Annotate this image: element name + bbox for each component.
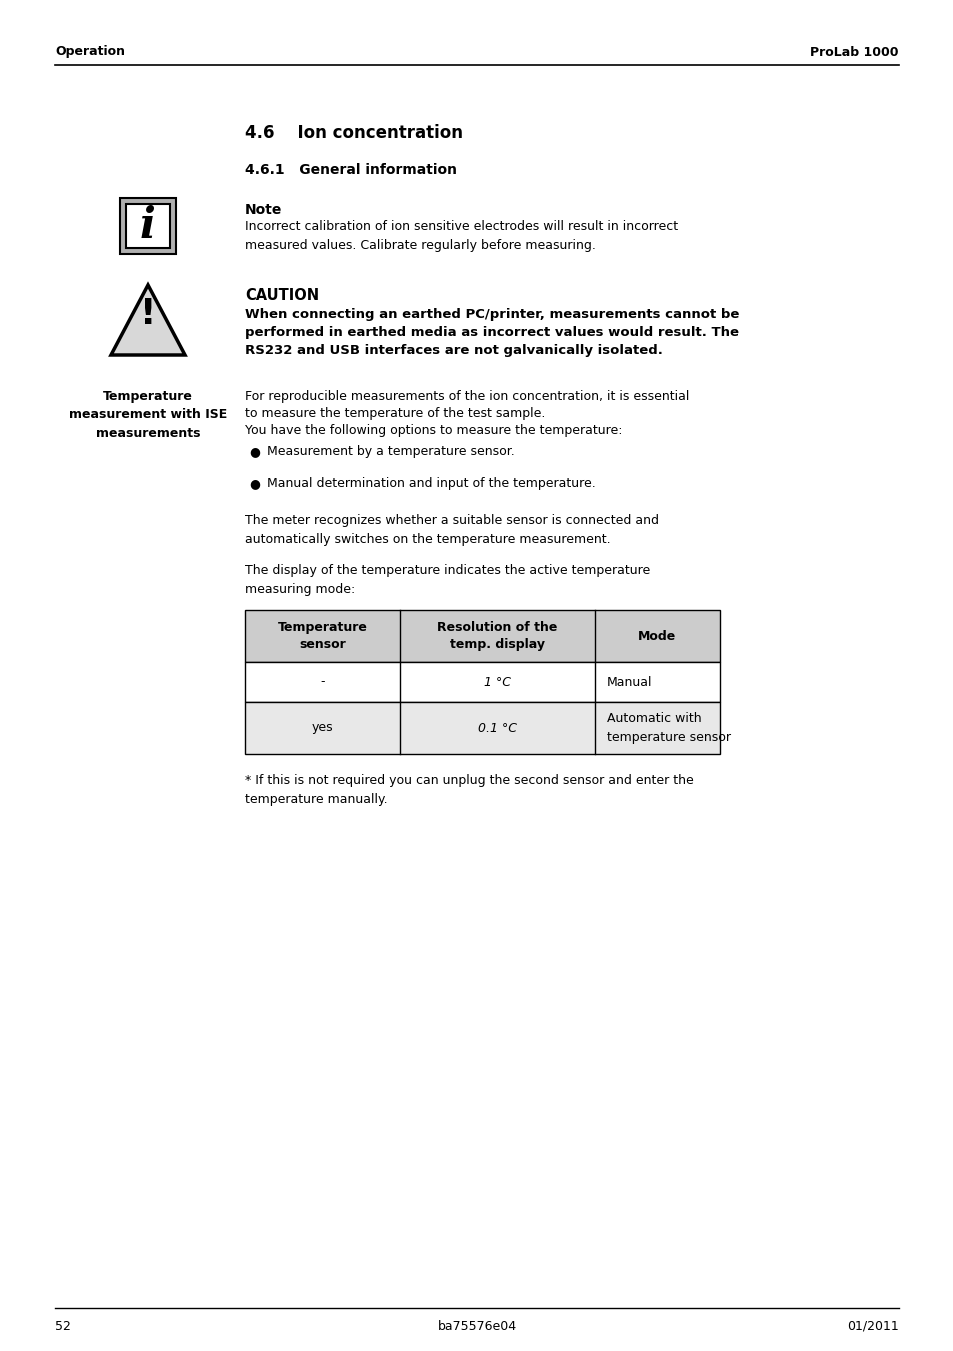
Text: ●: ● xyxy=(250,446,260,458)
Text: Operation: Operation xyxy=(55,46,125,58)
Text: ba75576e04: ba75576e04 xyxy=(437,1320,516,1332)
Text: 1 °C: 1 °C xyxy=(483,676,511,689)
Text: 4.6.1   General information: 4.6.1 General information xyxy=(245,163,456,177)
Text: i: i xyxy=(140,205,155,247)
Text: The display of the temperature indicates the active temperature
measuring mode:: The display of the temperature indicates… xyxy=(245,563,650,596)
Polygon shape xyxy=(111,285,185,355)
Text: Manual determination and input of the temperature.: Manual determination and input of the te… xyxy=(267,477,595,490)
Text: Automatic with
temperature sensor: Automatic with temperature sensor xyxy=(606,712,730,743)
Text: For reproducible measurements of the ion concentration, it is essential: For reproducible measurements of the ion… xyxy=(245,390,689,403)
Bar xyxy=(120,199,175,254)
Text: to measure the temperature of the test sample.: to measure the temperature of the test s… xyxy=(245,407,545,420)
Text: Manual: Manual xyxy=(606,676,652,689)
Text: Temperature
sensor: Temperature sensor xyxy=(277,621,367,651)
Text: yes: yes xyxy=(312,721,333,735)
Text: Resolution of the
temp. display: Resolution of the temp. display xyxy=(436,621,558,651)
Text: Mode: Mode xyxy=(638,630,676,643)
Text: 4.6    Ion concentration: 4.6 Ion concentration xyxy=(245,124,462,142)
Text: !: ! xyxy=(139,297,156,331)
Text: You have the following options to measure the temperature:: You have the following options to measur… xyxy=(245,424,622,436)
Text: Temperature
measurement with ISE
measurements: Temperature measurement with ISE measure… xyxy=(69,390,227,440)
Bar xyxy=(245,703,720,754)
Text: 01/2011: 01/2011 xyxy=(846,1320,898,1332)
Text: CAUTION: CAUTION xyxy=(245,288,319,303)
Bar xyxy=(245,611,720,662)
Text: Measurement by a temperature sensor.: Measurement by a temperature sensor. xyxy=(267,446,515,458)
Text: ProLab 1000: ProLab 1000 xyxy=(810,46,898,58)
Bar xyxy=(245,662,720,703)
Text: Note: Note xyxy=(245,203,282,218)
Text: * If this is not required you can unplug the second sensor and enter the
tempera: * If this is not required you can unplug… xyxy=(245,774,693,805)
Text: 0.1 °C: 0.1 °C xyxy=(477,721,517,735)
Text: Incorrect calibration of ion sensitive electrodes will result in incorrect
measu: Incorrect calibration of ion sensitive e… xyxy=(245,220,678,251)
Text: When connecting an earthed PC/printer, measurements cannot be
performed in earth: When connecting an earthed PC/printer, m… xyxy=(245,308,739,357)
Bar xyxy=(126,204,170,249)
Text: The meter recognizes whether a suitable sensor is connected and
automatically sw: The meter recognizes whether a suitable … xyxy=(245,513,659,546)
Text: ●: ● xyxy=(250,477,260,490)
Text: -: - xyxy=(320,676,324,689)
Text: 52: 52 xyxy=(55,1320,71,1332)
